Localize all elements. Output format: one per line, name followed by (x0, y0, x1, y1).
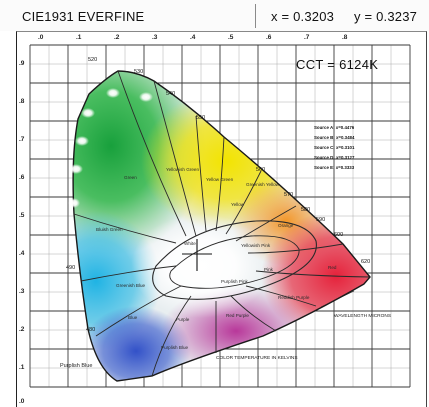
x-tick-label: .4 (190, 34, 196, 41)
purplish-blue-label: Purplish Blue (60, 363, 92, 369)
x-tick-label: .1 (76, 34, 82, 41)
planckian-locus (169, 235, 300, 289)
source-legend-item: Source A: x=0.4476 (314, 125, 355, 130)
wavelength-label: 600 (334, 232, 343, 238)
wavelength-label: 550 (196, 115, 205, 121)
region-label: Purple (176, 317, 190, 322)
wavelength-label: 480 (86, 327, 95, 333)
y-tick-label: .3 (19, 288, 25, 295)
title-divider (255, 4, 256, 28)
source-legend-item: Source D: x=0.3127 (314, 155, 355, 160)
source-legend-item: Source C: x=0.3101 (314, 145, 355, 150)
region-label: Red (328, 265, 337, 270)
wavelength-label: 620 (361, 259, 370, 265)
spectral-locus-outline (72, 70, 371, 382)
region-label: Pink (264, 267, 274, 272)
source-legend: Source A: x=0.4476 Source B: x=0.3484 So… (314, 125, 355, 170)
wavelength-pointer (320, 290, 355, 308)
title-bar: CIE1931 EVERFINE x = 0.3203 y = 0.3237 (0, 0, 429, 31)
wavelength-label: 570 (284, 192, 293, 198)
y-tick-label: .2 (19, 326, 25, 333)
wavelength-label: 490 (66, 265, 75, 271)
region-label: Greenish Yellow (246, 182, 280, 187)
wavelength-label: 530 (134, 69, 143, 75)
crosshair-marker[interactable] (182, 239, 212, 271)
x-tick-label: .3 (152, 34, 158, 41)
wavelength-label: 590 (316, 217, 325, 223)
x-tick-label: .0 (38, 34, 44, 41)
region-label: Yellow (231, 202, 245, 207)
color-temperature-label: COLOR TEMPERATURE IN KELVINS (216, 355, 298, 361)
region-label: Orange (278, 223, 294, 228)
highlight-spots (68, 88, 153, 208)
region-label: Purplish Pink (221, 279, 249, 284)
y-tick-label: .6 (19, 174, 25, 181)
region-label: Yellow Green (206, 177, 234, 182)
wavelength-label: 560 (256, 167, 265, 173)
y-tick-label: .7 (19, 136, 25, 143)
y-tick-label: .5 (19, 212, 25, 219)
wavelength-label: 540 (166, 91, 175, 97)
region-label: White (184, 241, 196, 246)
source-legend-item: Source B: x=0.3484 (314, 135, 355, 140)
y-tick-label: .0 (19, 398, 25, 405)
region-boundaries (73, 70, 371, 377)
region-label: Bluish Green (96, 227, 123, 232)
white-region-outline (152, 220, 317, 300)
y-tick-label: .9 (19, 60, 25, 67)
region-label: Yellowish Green (166, 167, 199, 172)
y-coordinate-readout: y = 0.3237 (354, 9, 418, 24)
x-tick-label: .8 (342, 34, 348, 41)
region-label: Reddish Purple (278, 295, 310, 300)
x-tick-label: .2 (114, 34, 120, 41)
x-tick-label: .5 (228, 34, 234, 41)
y-tick-label: .4 (19, 250, 25, 257)
region-label: Blue (128, 315, 138, 320)
region-label: Green (124, 175, 137, 180)
x-tick-label: .7 (304, 34, 310, 41)
wavelength-label: 580 (301, 207, 310, 213)
region-label: Greenish Blue (116, 283, 146, 288)
chromaticity-diagram[interactable]: .0 .1 .2 .3 .4 .5 .6 .7 .8 .9 .8 .7 .6 .… (16, 31, 429, 407)
region-label: Yellowish Pink (241, 243, 271, 248)
cct-readout: CCT = 6124K (296, 57, 379, 72)
y-tick-label: .8 (19, 98, 25, 105)
source-legend-item: Source E: x=0.3333 (314, 165, 355, 170)
x-coordinate-readout: x = 0.3203 (271, 9, 335, 24)
region-label: Purplish Blue (161, 345, 189, 350)
region-label: Red Purple (226, 313, 249, 318)
y-tick-label: .1 (19, 364, 25, 371)
wavelength-annotation: WAVELENGTH MICRONS (334, 313, 391, 319)
x-tick-label: .6 (266, 34, 272, 41)
wavelength-label: 520 (88, 57, 97, 63)
app-title: CIE1931 EVERFINE (22, 9, 145, 24)
